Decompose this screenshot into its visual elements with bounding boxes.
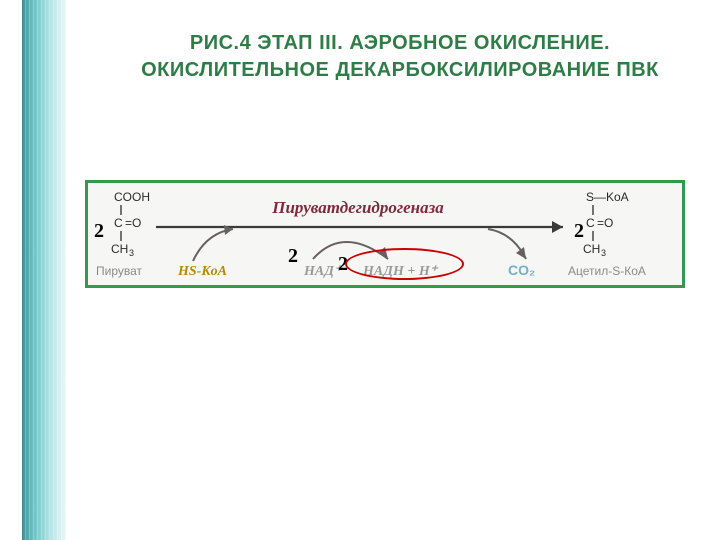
acetyl-skoa: S—KoA <box>586 190 629 204</box>
reaction-diagram: COOH C =O CH 3 Пируват Пируватдегидроген… <box>85 180 685 288</box>
side-decorative-strip <box>22 0 66 540</box>
nadh-label: НАДН + Н⁺ <box>362 264 439 279</box>
svg-text:CH: CH <box>583 242 600 256</box>
hs-koa-label: HS-KoA <box>177 264 227 279</box>
pyruvate-structure: COOH C =O CH 3 Пируват <box>96 190 150 278</box>
pyruvate-ch3: CH <box>111 242 128 256</box>
co2-label: CO₂ <box>508 262 535 278</box>
svg-text:=O: =O <box>597 216 613 230</box>
nad-label: НАД⁺ <box>303 264 343 279</box>
pyruvate-co: C <box>114 216 123 230</box>
pyruvate-cooh: COOH <box>114 190 150 204</box>
nad-nadh-group: НАД⁺ НАДН + Н⁺ <box>303 242 439 279</box>
stoich-number-3: 2 <box>574 220 584 243</box>
svg-text:3: 3 <box>601 248 606 258</box>
title-line-1: РИС.4 ЭТАП III. АЭРОБНОЕ ОКИСЛЕНИЕ. <box>100 30 700 57</box>
pyruvate-label: Пируват <box>96 264 143 278</box>
stoich-number-1: 2 <box>288 245 298 268</box>
svg-text:=O: =O <box>125 216 141 230</box>
main-arrow <box>156 221 563 233</box>
title-line-2: ОКИСЛИТЕЛЬНОЕ ДЕКАРБОКСИЛИРОВАНИЕ ПВК <box>100 57 700 84</box>
svg-text:C: C <box>586 216 595 230</box>
enzyme-label: Пируватдегидрогеназа <box>271 198 444 217</box>
co2-group: CO₂ <box>488 229 535 278</box>
reaction-svg: COOH C =O CH 3 Пируват Пируватдегидроген… <box>88 183 682 285</box>
acetyl-label: Ацетил-S-КоА <box>568 264 646 278</box>
hs-koa-group: HS-KoA <box>177 225 233 279</box>
slide-title: РИС.4 ЭТАП III. АЭРОБНОЕ ОКИСЛЕНИЕ. ОКИС… <box>100 30 700 84</box>
svg-text:3: 3 <box>129 248 134 258</box>
stoich-number-2: 2 <box>338 253 348 276</box>
stoich-number-0: 2 <box>94 220 104 243</box>
